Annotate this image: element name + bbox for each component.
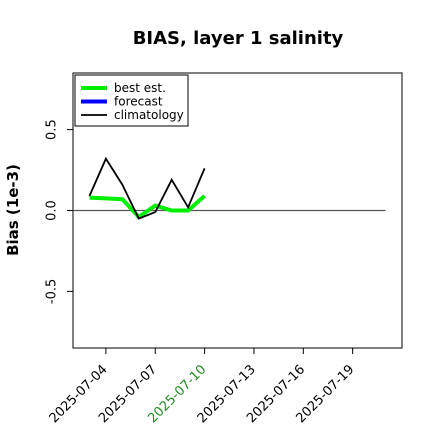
series-line-climatology: [88, 156, 206, 220]
y-tick-label: -0.5: [45, 279, 60, 304]
legend-entry: forecast: [114, 95, 163, 109]
y-tick-label: 0.0: [45, 200, 60, 221]
series-layer: [88, 156, 206, 220]
series-line-best-est: [89, 194, 206, 220]
legend-entry: best est.: [114, 81, 166, 95]
legend-entry: climatology: [114, 108, 184, 122]
chart-title: BIAS, layer 1 salinity: [133, 28, 344, 49]
y-axis: -0.5 0.0 0.5: [45, 119, 73, 304]
x-axis: 2025-07-042025-07-072025-07-102025-07-13…: [47, 348, 357, 426]
y-axis-label: Bias (1e-3): [4, 164, 22, 256]
y-tick-label: 0.5: [45, 119, 60, 140]
